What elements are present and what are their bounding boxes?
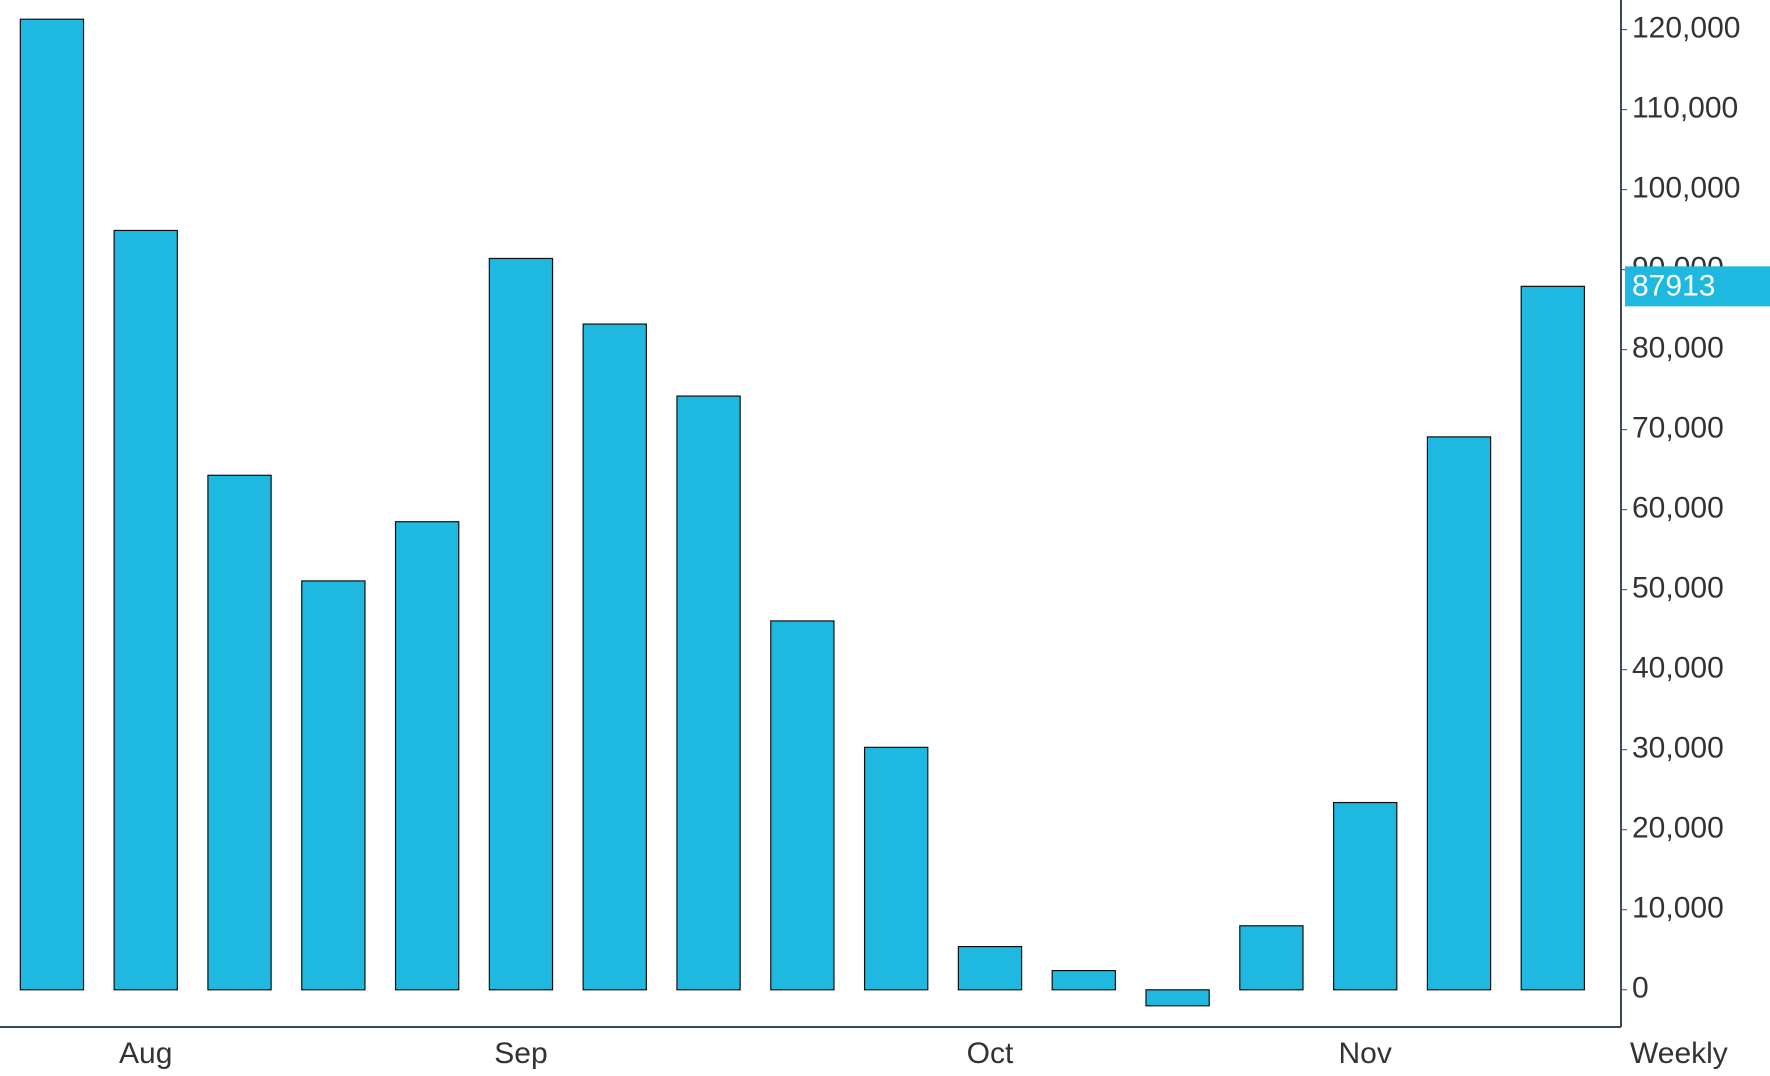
bar [863,746,929,991]
y-tick-label: 10,000 [1632,892,1724,925]
bar [1145,989,1210,1007]
bar [301,580,366,991]
bar [1239,925,1304,991]
bar [113,229,178,991]
bar [394,521,460,991]
bar [1051,969,1116,991]
bar [1426,436,1492,991]
y-tick-label: 100,000 [1632,172,1740,205]
y-tick-label: 80,000 [1632,332,1724,365]
x-tick-label: Sep [494,1037,547,1070]
y-tick-label: 30,000 [1632,732,1724,765]
y-tick-label: 0 [1632,972,1649,1005]
interval-label: Weekly [1630,1037,1728,1070]
y-tick-label: 120,000 [1632,12,1740,45]
y-tick-label: 110,000 [1632,92,1738,125]
bar [207,474,272,991]
x-tick-label: Aug [119,1037,172,1070]
bar [676,395,741,991]
y-tick-label: 70,000 [1632,412,1724,445]
bar [19,18,85,991]
y-tick-label: 50,000 [1632,572,1724,605]
bar [488,257,554,991]
bar [770,620,835,991]
bar [582,323,647,991]
bar [1332,801,1398,991]
y-tick-label: 40,000 [1632,652,1724,685]
y-tick-label: 60,000 [1632,492,1724,525]
y-tick-label: 20,000 [1632,812,1724,845]
x-tick-label: Nov [1339,1037,1392,1070]
bar [957,945,1023,991]
last-value-marker [1625,266,1770,307]
bar [1520,285,1586,991]
last-value-label: 87913 [1632,269,1715,302]
x-tick-label: Oct [967,1037,1014,1070]
